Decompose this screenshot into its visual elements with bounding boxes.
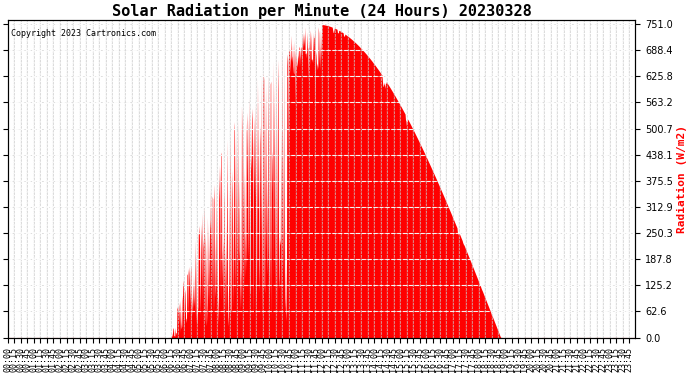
Y-axis label: Radiation (W/m2): Radiation (W/m2) xyxy=(677,125,687,233)
Text: Copyright 2023 Cartronics.com: Copyright 2023 Cartronics.com xyxy=(11,30,156,39)
Title: Solar Radiation per Minute (24 Hours) 20230328: Solar Radiation per Minute (24 Hours) 20… xyxy=(112,3,531,19)
